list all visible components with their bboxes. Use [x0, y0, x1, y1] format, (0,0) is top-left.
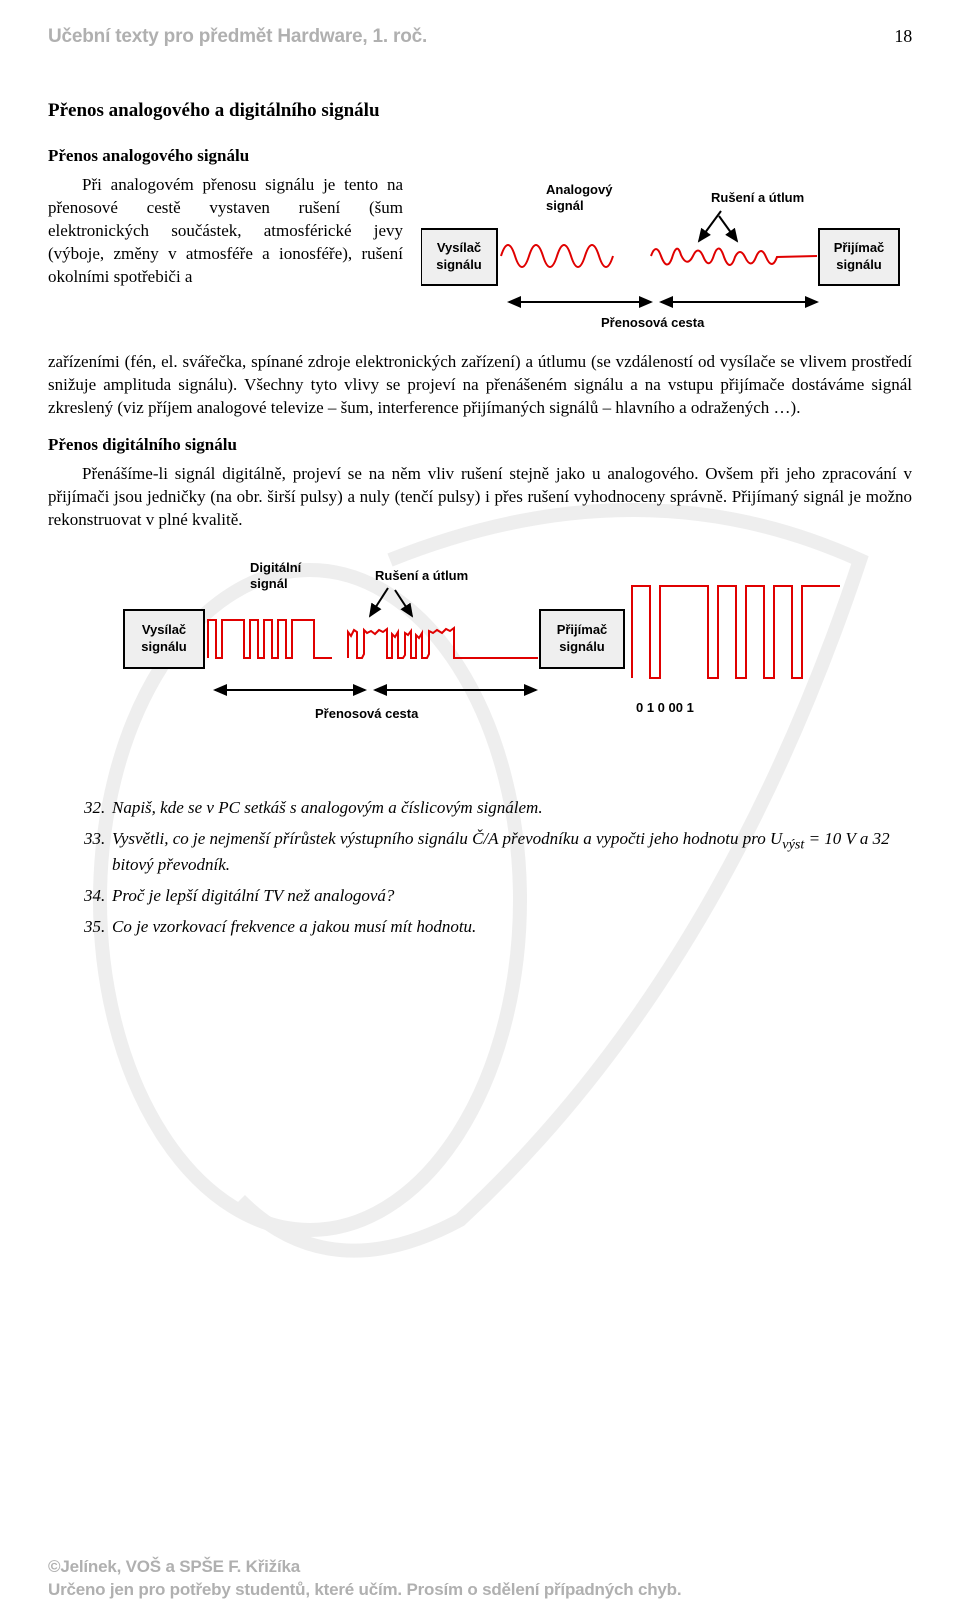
q-text: Vysvětli, co je nejmenší přírůstek výstu…: [112, 828, 912, 877]
digital-para: Přenášíme-li signál digitálně, projeví s…: [48, 463, 912, 532]
analog-diagram: Vysílač signálu Přijímač signálu Analogo…: [421, 174, 912, 351]
section-title: Přenos analogového a digitálního signálu: [48, 98, 912, 124]
analog-heading: Přenos analogového signálu: [48, 145, 912, 168]
bits-label: 0 1 0 00 1: [636, 700, 694, 715]
svg-text:Přijímač: Přijímač: [557, 622, 608, 637]
analog-para-rest: zařízeními (fén, el. svářečka, spínané z…: [48, 351, 912, 420]
question-item: 32. Napiš, kde se v PC setkáš s analogov…: [84, 797, 912, 820]
q-num: 33.: [84, 828, 112, 877]
rx-label: Přijímač: [834, 240, 885, 255]
analog-para-col: Při analogovém přenosu signálu je tento …: [48, 174, 403, 289]
digital-heading: Přenos digitálního signálu: [48, 434, 912, 457]
svg-text:Vysílač: Vysílač: [142, 622, 186, 637]
noise-label-dig: Rušení a útlum: [375, 568, 468, 583]
path-label: Přenosová cesta: [601, 315, 705, 330]
q-text: Proč je lepší digitální TV než analogová…: [112, 885, 912, 908]
svg-text:signálu: signálu: [559, 639, 605, 654]
svg-text:signálu: signálu: [836, 257, 882, 272]
question-item: 33. Vysvětli, co je nejmenší přírůstek v…: [84, 828, 912, 877]
watermark: [80, 280, 900, 1280]
page-number: 18: [894, 24, 912, 48]
question-list: 32. Napiš, kde se v PC setkáš s analogov…: [84, 797, 912, 939]
digital-diagram: Vysílač signálu Přijímač signálu Digitál…: [120, 550, 840, 757]
question-item: 34. Proč je lepší digitální TV než analo…: [84, 885, 912, 908]
svg-text:signál: signál: [546, 198, 584, 213]
digital-signal-label: Digitální: [250, 560, 302, 575]
q-num: 35.: [84, 916, 112, 939]
q-num: 32.: [84, 797, 112, 820]
path-label-dig: Přenosová cesta: [315, 706, 419, 721]
page-header: Učební texty pro předmět Hardware, 1. ro…: [48, 24, 912, 50]
footer-line1: ©Jelínek, VOŠ a SPŠE F. Křižíka: [48, 1556, 912, 1579]
noise-label: Rušení a útlum: [711, 190, 804, 205]
svg-text:signálu: signálu: [141, 639, 187, 654]
q-text: Napiš, kde se v PC setkáš s analogovým a…: [112, 797, 912, 820]
header-title: Učební texty pro předmět Hardware, 1. ro…: [48, 24, 427, 50]
analog-signal-label: Analogový: [546, 182, 613, 197]
svg-text:signálu: signálu: [436, 257, 482, 272]
question-item: 35. Co je vzorkovací frekvence a jakou m…: [84, 916, 912, 939]
q-text: Co je vzorkovací frekvence a jakou musí …: [112, 916, 912, 939]
analog-row: Při analogovém přenosu signálu je tento …: [48, 174, 912, 351]
tx-label: Vysílač: [437, 240, 481, 255]
q-num: 34.: [84, 885, 112, 908]
page-footer: ©Jelínek, VOŠ a SPŠE F. Křižíka Určeno j…: [48, 1556, 912, 1602]
footer-line2: Určeno jen pro potřeby studentů, které u…: [48, 1579, 912, 1602]
svg-text:signál: signál: [250, 576, 288, 591]
